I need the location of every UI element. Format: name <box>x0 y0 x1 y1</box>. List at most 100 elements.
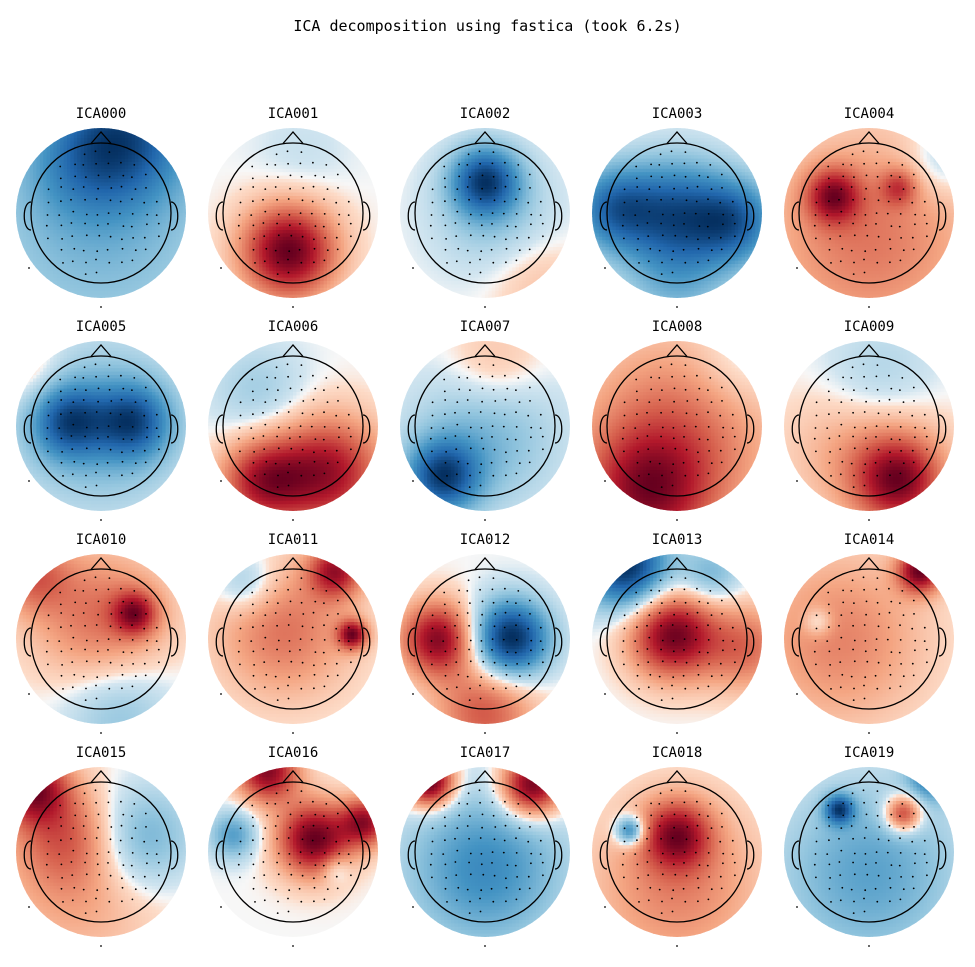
topomap-ica001: ICA001 <box>208 106 378 308</box>
topomap-ica013: ICA013 <box>592 532 762 734</box>
field-map <box>592 128 762 298</box>
left-ear <box>215 627 224 657</box>
left-ear <box>791 414 800 444</box>
sensor-dots <box>28 576 160 734</box>
field-map <box>400 341 570 511</box>
nose <box>474 557 496 570</box>
topomap-ica015: ICA015 <box>16 745 186 947</box>
head-outline <box>414 142 556 284</box>
left-ear <box>23 840 32 870</box>
topomap-ica009: ICA009 <box>784 319 954 521</box>
right-ear <box>938 414 947 444</box>
topomap-ica018: ICA018 <box>592 745 762 947</box>
sensor-dots <box>604 150 736 308</box>
topomap-title: ICA007 <box>460 319 511 335</box>
right-ear <box>170 201 179 231</box>
nose <box>90 344 112 357</box>
field-map <box>400 767 570 937</box>
nose <box>858 770 880 783</box>
left-ear <box>215 414 224 444</box>
right-ear <box>746 201 755 231</box>
left-ear <box>23 201 32 231</box>
field-map <box>16 341 186 511</box>
topomap-ica010: ICA010 <box>16 532 186 734</box>
right-ear <box>938 840 947 870</box>
nose <box>858 131 880 144</box>
sensor-dots <box>28 363 160 521</box>
nose <box>474 770 496 783</box>
nose <box>666 344 688 357</box>
right-ear <box>746 840 755 870</box>
right-ear <box>938 201 947 231</box>
left-ear <box>599 201 608 231</box>
sensor-dots <box>796 576 928 734</box>
left-ear <box>791 627 800 657</box>
sensor-dots <box>604 576 736 734</box>
field-map <box>592 554 762 724</box>
topomap-title: ICA005 <box>76 319 127 335</box>
nose <box>858 344 880 357</box>
sensor-dots <box>604 363 736 521</box>
topomap-ica005: ICA005 <box>16 319 186 521</box>
head-outline <box>606 142 748 284</box>
head-outline <box>30 568 172 710</box>
sensor-dots <box>796 789 928 947</box>
right-ear <box>362 627 371 657</box>
left-ear <box>599 414 608 444</box>
topomap-title: ICA018 <box>652 745 703 761</box>
left-ear <box>23 627 32 657</box>
sensor-dots <box>796 150 928 308</box>
left-ear <box>23 414 32 444</box>
nose <box>90 557 112 570</box>
head-outline <box>414 355 556 497</box>
left-ear <box>407 201 416 231</box>
topomap-ica016: ICA016 <box>208 745 378 947</box>
head-outline <box>30 355 172 497</box>
head-outline <box>798 781 940 923</box>
sensor-dots <box>220 789 352 947</box>
right-ear <box>170 627 179 657</box>
sensor-dots <box>220 363 352 521</box>
topomap-title: ICA008 <box>652 319 703 335</box>
nose <box>666 770 688 783</box>
nose <box>666 557 688 570</box>
nose <box>474 344 496 357</box>
field-map <box>400 128 570 298</box>
left-ear <box>215 201 224 231</box>
right-ear <box>746 414 755 444</box>
field-map <box>592 767 762 937</box>
sensor-dots <box>412 363 544 521</box>
topomap-ica004: ICA004 <box>784 106 954 308</box>
left-ear <box>407 840 416 870</box>
sensor-dots <box>28 789 160 947</box>
head-outline <box>798 355 940 497</box>
head-outline <box>606 355 748 497</box>
field-map <box>592 341 762 511</box>
sensor-dots <box>220 150 352 308</box>
field-map <box>208 341 378 511</box>
topomap-ica007: ICA007 <box>400 319 570 521</box>
topomap-title: ICA010 <box>76 532 127 548</box>
head-outline <box>222 781 364 923</box>
right-ear <box>554 201 563 231</box>
right-ear <box>362 840 371 870</box>
field-map <box>400 554 570 724</box>
head-outline <box>222 142 364 284</box>
field-map <box>784 128 954 298</box>
head-outline <box>30 142 172 284</box>
topomap-ica019: ICA019 <box>784 745 954 947</box>
right-ear <box>170 840 179 870</box>
topomap-title: ICA014 <box>844 532 895 548</box>
topomap-title: ICA015 <box>76 745 127 761</box>
field-map <box>16 767 186 937</box>
field-map <box>16 128 186 298</box>
field-map <box>16 554 186 724</box>
nose <box>282 557 304 570</box>
topomap-title: ICA017 <box>460 745 511 761</box>
left-ear <box>599 627 608 657</box>
topomap-title: ICA006 <box>268 319 319 335</box>
field-map <box>784 767 954 937</box>
head-outline <box>606 781 748 923</box>
right-ear <box>554 627 563 657</box>
